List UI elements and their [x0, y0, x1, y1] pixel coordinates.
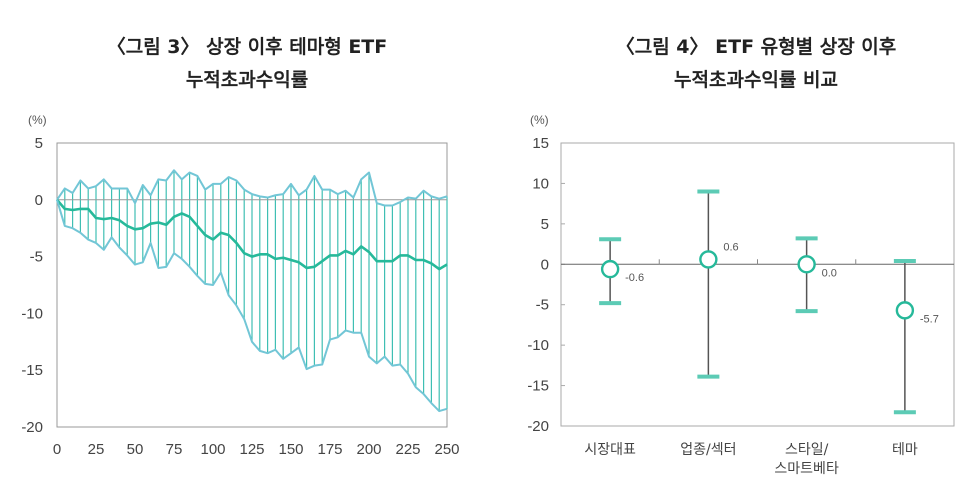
chart1-x-tick-label: 200	[356, 441, 381, 458]
chart1-x-tick-label: 50	[127, 441, 144, 458]
chart2-title-line2: 누적초과수익률 비교	[674, 69, 838, 91]
chart2-y-tick-label: -5	[536, 297, 549, 314]
chart1-y-tick-label: -5	[30, 249, 43, 266]
chart1-upper-line	[56, 169, 448, 207]
chart1-x-tick-label: 125	[239, 441, 264, 458]
chart2-y-tick-label: 10	[532, 175, 549, 192]
chart1-x-tick-label: 150	[278, 441, 303, 458]
chart1-y-tick-label: -20	[21, 419, 43, 436]
chart2-category-label: 시장대표	[584, 442, 636, 458]
chart1-x-tick-label: 0	[53, 441, 61, 458]
chart2-data-label: -5.7	[920, 313, 939, 325]
chart2-mean-marker	[600, 259, 620, 279]
chart1-title: 〈그림 3〉 상장 이후 테마형 ETF 누적초과수익률	[27, 31, 467, 97]
chart1-x-tick-label: 25	[88, 441, 105, 458]
chart2-data-label: 0.6	[723, 241, 738, 253]
chart2-y-tick-label: 15	[532, 135, 549, 152]
chart2-category-label: 스타일/	[785, 442, 829, 458]
chart2-mean-marker	[895, 301, 915, 320]
chart1-y-tick-label: -15	[21, 362, 43, 379]
chart2-title: 〈그림 4〉 ETF 유형별 상장 이후 누적초과수익률 비교	[536, 31, 968, 97]
chart1-x-tick-label: 100	[200, 441, 225, 458]
chart1-x-tick-label: 175	[317, 441, 342, 458]
chart2-data-label: -0.6	[625, 272, 644, 284]
chart2-y-tick-label: -15	[527, 378, 549, 395]
chart2-y-tick-label: 0	[541, 256, 549, 273]
chart1-lower-line	[56, 199, 448, 413]
chart2-y-tick-label: 5	[541, 216, 549, 233]
chart2-y-tick-label: -10	[527, 337, 549, 354]
chart2-category-label: 테마	[892, 442, 918, 458]
chart2-data-label: 0.0	[822, 267, 837, 279]
chart1-x-tick-label: 225	[395, 441, 420, 458]
chart2-plot-frame	[560, 142, 955, 427]
chart2-unit-label: (%)	[530, 113, 549, 127]
chart2-category-label: 업종/섹터	[680, 442, 736, 458]
chart2-title-line1: 〈그림 4〉 ETF 유형별 상장 이후	[615, 36, 897, 58]
chart1-title-line2: 누적초과수익률	[185, 69, 309, 91]
chart1-y-tick-label: 5	[35, 135, 43, 152]
chart2-category-label: 스마트베타	[774, 461, 839, 477]
chart1-title-line1: 〈그림 3〉 상장 이후 테마형 ETF	[106, 36, 388, 58]
chart1-mean-line	[56, 198, 448, 271]
chart1-y-tick-label: 0	[35, 192, 43, 209]
chart2-mean-marker	[699, 250, 718, 269]
chart2-mean-marker	[797, 255, 816, 274]
chart1-x-tick-label: 75	[166, 441, 183, 458]
chart1-unit-label: (%)	[28, 113, 47, 127]
chart1-y-tick-label: -10	[21, 305, 43, 322]
chart1-x-tick-label: 250	[434, 441, 459, 458]
chart2-y-tick-label: -20	[527, 418, 549, 435]
